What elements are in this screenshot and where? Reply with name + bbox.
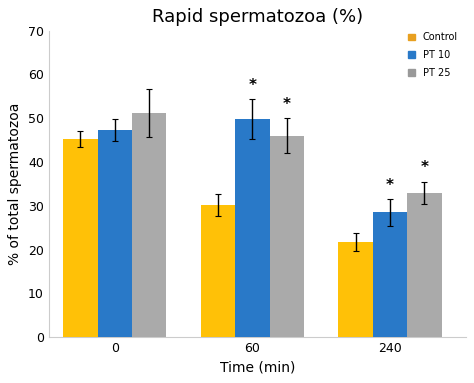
X-axis label: Time (min): Time (min) — [219, 361, 295, 375]
Bar — [201, 205, 235, 337]
Y-axis label: % of total spermatozoa: % of total spermatozoa — [9, 103, 22, 265]
Text: *: * — [248, 78, 256, 93]
Bar — [270, 136, 304, 337]
Text: *: * — [283, 97, 291, 112]
Bar — [338, 242, 373, 337]
Bar — [373, 213, 407, 337]
Legend: Control, PT 10, PT 25: Control, PT 10, PT 25 — [405, 29, 461, 81]
Title: Rapid spermatozoa (%): Rapid spermatozoa (%) — [152, 8, 363, 26]
Bar — [63, 139, 98, 337]
Text: *: * — [420, 160, 428, 175]
Bar — [132, 113, 166, 337]
Bar — [235, 119, 270, 337]
Text: *: * — [386, 178, 394, 193]
Bar — [407, 193, 442, 337]
Bar — [98, 130, 132, 337]
